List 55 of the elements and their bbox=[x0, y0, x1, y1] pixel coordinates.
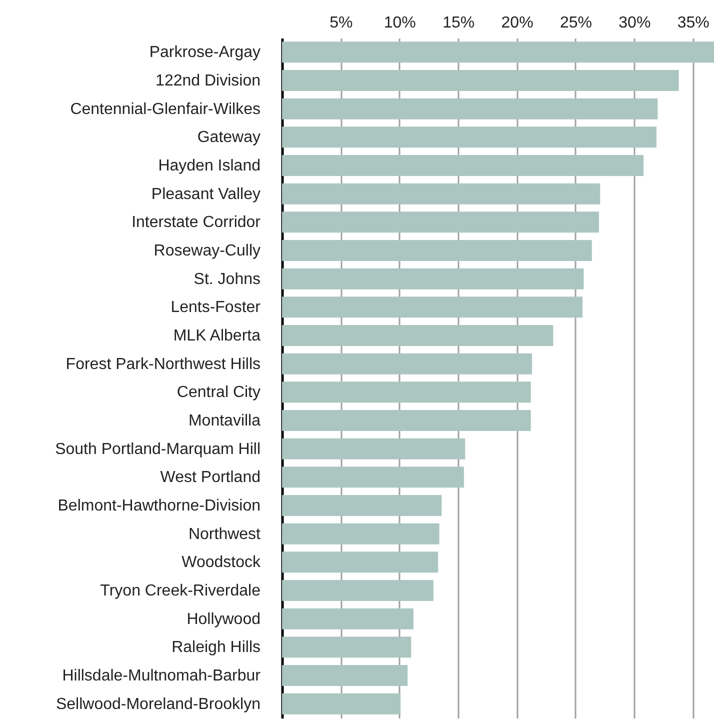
bar bbox=[282, 410, 531, 431]
y-tick-label: Gateway bbox=[197, 129, 260, 146]
bar bbox=[282, 382, 531, 403]
y-tick-label: St. Johns bbox=[194, 270, 260, 288]
y-tick-label: Interstate Corridor bbox=[132, 214, 262, 232]
x-tick-label: 20% bbox=[501, 14, 534, 32]
y-tick-label: MLK Alberta bbox=[173, 328, 261, 344]
bar bbox=[282, 126, 656, 148]
bar bbox=[282, 268, 584, 290]
bar bbox=[282, 42, 714, 63]
x-tick-label: 30% bbox=[618, 14, 651, 32]
y-tick-label: 122nd Division bbox=[156, 72, 260, 90]
bar bbox=[282, 212, 599, 233]
bar bbox=[282, 665, 408, 686]
bar bbox=[282, 523, 440, 544]
x-tick-label: 35% bbox=[677, 14, 710, 32]
y-tick-label: Centennial-Glenfair-Wilkes bbox=[70, 100, 260, 118]
bar bbox=[282, 155, 644, 176]
x-tick-label: 25% bbox=[560, 14, 592, 32]
y-tick-label: Belmont-Hawthorne-Division bbox=[58, 498, 260, 514]
bar bbox=[282, 438, 466, 460]
bar bbox=[282, 608, 414, 630]
bar bbox=[282, 296, 583, 318]
y-tick-label: Sellwood-Moreland-Brooklyn bbox=[56, 696, 260, 713]
x-tick-label: 10% bbox=[384, 14, 416, 32]
y-tick-label: Northwest bbox=[188, 526, 262, 543]
bar bbox=[282, 240, 592, 261]
bar bbox=[282, 466, 464, 488]
x-tick-label: 5% bbox=[330, 14, 353, 32]
y-tick-label: Hayden Island bbox=[158, 158, 260, 174]
y-tick-label: Montavilla bbox=[188, 412, 261, 430]
y-tick-label: Pleasant Valley bbox=[151, 186, 260, 203]
y-tick-label: Forest Park-Northwest Hills bbox=[66, 356, 260, 373]
bar bbox=[282, 183, 600, 204]
y-tick-label: Roseway-Cully bbox=[154, 242, 260, 260]
y-tick-label: West Portland bbox=[160, 469, 260, 486]
bar bbox=[282, 70, 679, 91]
y-tick-label: South Portland-Marquam Hill bbox=[55, 440, 260, 458]
bar bbox=[282, 636, 412, 658]
y-tick-label: Parkrose-Argay bbox=[149, 44, 260, 62]
y-tick-label: Tryon Creek-Riverdale bbox=[100, 582, 261, 600]
bar bbox=[282, 353, 532, 374]
bar bbox=[282, 693, 401, 714]
y-tick-label: Hillsdale-Multnomah-Barbur bbox=[62, 668, 262, 684]
y-tick-label: Hollywood bbox=[186, 610, 260, 628]
y-tick-label: Lents-Foster bbox=[170, 299, 262, 316]
bar bbox=[282, 580, 434, 601]
y-tick-label: Woodstock bbox=[182, 554, 262, 572]
bar bbox=[282, 495, 442, 516]
y-tick-label: Raleigh Hills bbox=[172, 639, 260, 656]
bar bbox=[282, 325, 554, 346]
bar bbox=[282, 552, 438, 573]
y-tick-label: Central City bbox=[176, 384, 260, 402]
bar bbox=[282, 98, 658, 120]
x-tick-label: 15% bbox=[442, 14, 475, 32]
